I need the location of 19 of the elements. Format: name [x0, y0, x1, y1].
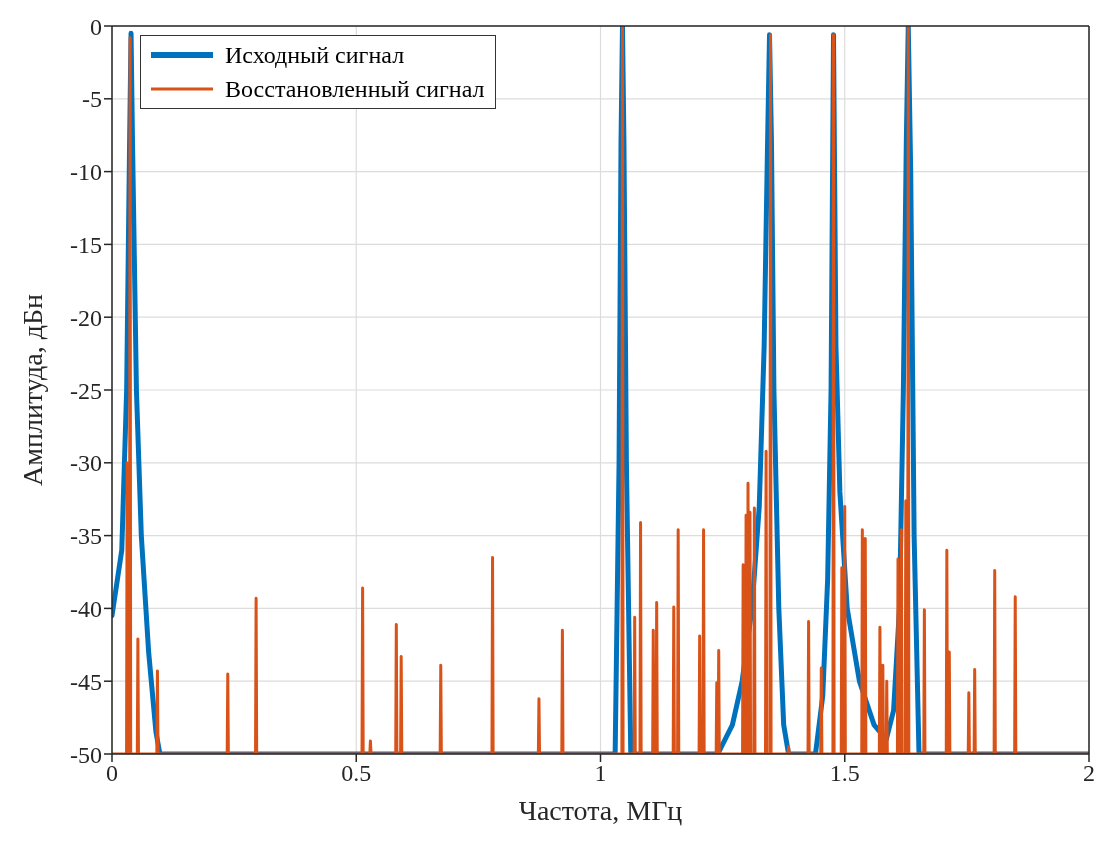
x-tick-label: 2	[1083, 760, 1095, 787]
legend-label: Восстановленный сигнал	[225, 75, 485, 103]
y-tick-label: 0	[90, 13, 102, 40]
y-tick-label: -10	[70, 159, 102, 186]
y-tick-label: -50	[70, 741, 102, 768]
x-axis-title: Частота, МГц	[518, 795, 683, 826]
y-tick-label: -25	[70, 377, 102, 404]
x-tick-label: 0.5	[341, 760, 372, 787]
y-axis-title: Амплитуда, дБн	[16, 294, 48, 486]
y-tick-label: -35	[70, 523, 102, 550]
legend-label: Исходный сигнал	[225, 41, 405, 69]
y-tick-label: -45	[70, 668, 102, 695]
y-tick-label: -5	[82, 86, 102, 113]
y-tick-label: -20	[70, 304, 102, 331]
y-tick-label: -40	[70, 595, 102, 622]
y-tick-label: -15	[70, 231, 102, 258]
x-tick-label: 1.5	[829, 760, 860, 787]
y-tick-label: -30	[70, 450, 102, 477]
x-tick-label: 1	[594, 760, 607, 787]
